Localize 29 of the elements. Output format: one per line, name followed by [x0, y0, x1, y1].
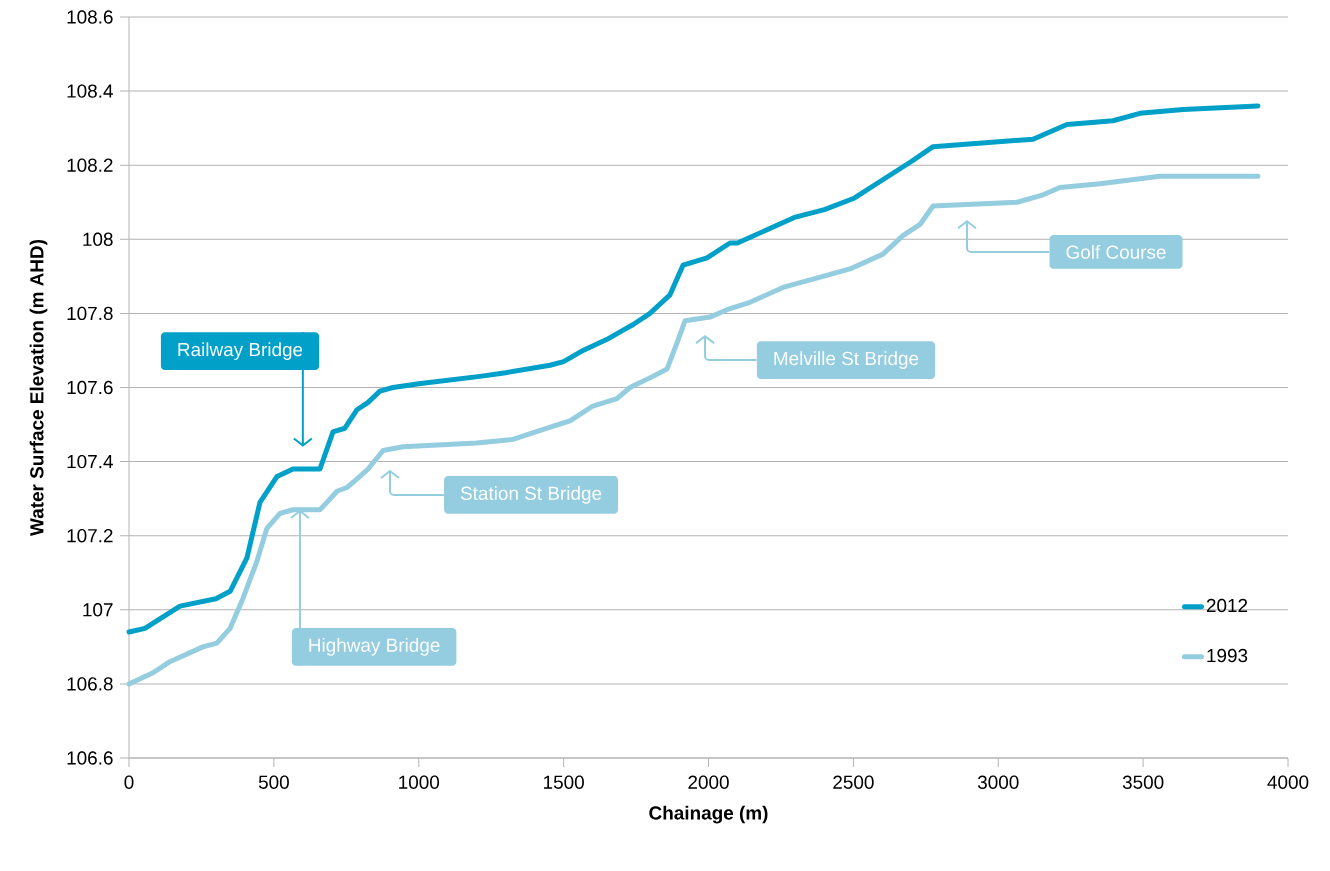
y-tick-label: 108 — [83, 232, 113, 246]
legend-label: 1993 — [1207, 648, 1248, 663]
y-tick-label: 107.6 — [67, 380, 113, 395]
y-tick-label: 108.4 — [67, 84, 113, 98]
x-tick-label: 1500 — [544, 775, 584, 789]
x-axis-title: Chainage (m) — [649, 805, 768, 824]
y-tick-label: 107.4 — [67, 454, 113, 469]
x-tick-label: 500 — [258, 775, 289, 789]
annotation: Station St Bridge — [460, 486, 602, 504]
x-tick-label: 2000 — [688, 775, 729, 789]
annotation: Golf Course — [1066, 244, 1166, 259]
y-tick-label: 107.2 — [67, 528, 113, 543]
x-tick-label: 1000 — [399, 775, 440, 789]
x-tick-label: 3000 — [977, 775, 1019, 789]
x-tick-label: 4000 — [1267, 775, 1309, 789]
y-tick-label: 108.2 — [67, 158, 113, 172]
y-tick-label: 107.8 — [67, 306, 113, 321]
annotation: Melville St Bridge — [774, 351, 919, 369]
legend-label: 2012 — [1206, 598, 1248, 613]
y-tick-label: 107 — [83, 603, 113, 617]
annotation: Railway Bridge — [178, 342, 303, 360]
y-tick-label: 108.6 — [67, 10, 113, 24]
x-tick-label: 3500 — [1122, 775, 1164, 789]
y-tick-label: 106.8 — [67, 677, 113, 691]
y-axis-title: Water Surface Elevation (m AHD) — [29, 239, 48, 536]
y-tick-label: 106.6 — [67, 751, 113, 765]
x-tick-label: 0 — [124, 775, 134, 789]
annotation: Highway Bridge — [309, 638, 440, 656]
x-tick-label: 2500 — [833, 775, 874, 789]
